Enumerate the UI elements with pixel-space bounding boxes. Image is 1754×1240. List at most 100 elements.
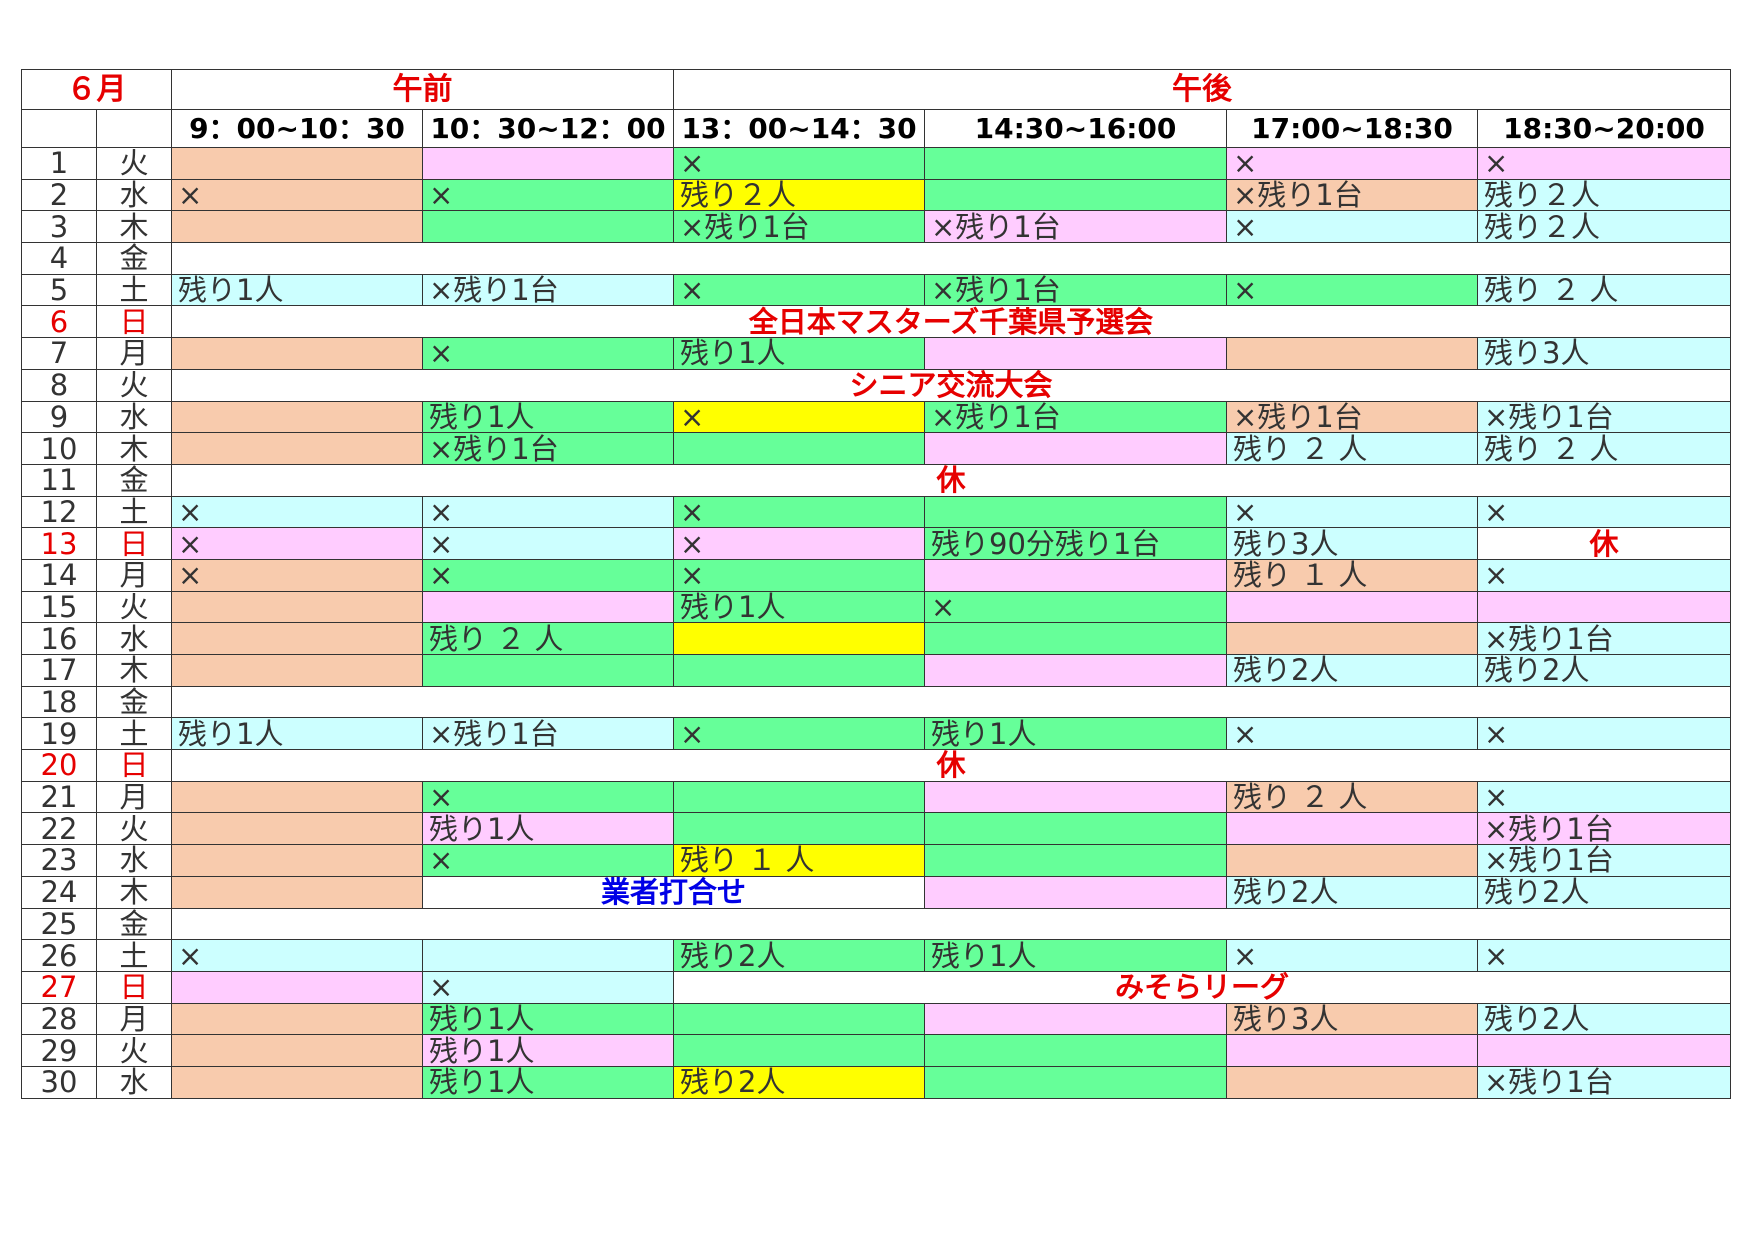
slot-cell <box>1477 1034 1731 1067</box>
slot-cell <box>924 875 1227 909</box>
slot-cell: × <box>1477 495 1731 529</box>
slot-cell: × <box>1226 939 1478 972</box>
day-row: 19 土残り1人 ×残り1台 × 残り1人 × × <box>21 717 1731 751</box>
blank-header-cell <box>96 109 172 148</box>
day-row: 24 木 業者打合せ 残り2人 残り2人 <box>21 875 1731 909</box>
morning-header: 午前 <box>171 69 674 110</box>
slot-cell <box>1226 590 1478 624</box>
day-event-banner <box>171 907 1731 941</box>
day-row: 8 火シニア交流大会 <box>21 368 1731 402</box>
day-row: 27 日 × みそらリーグ <box>21 970 1731 1004</box>
day-number: 22 <box>21 812 97 846</box>
slot-cell: ×残り1台 <box>673 210 925 244</box>
slot-cell <box>171 780 423 814</box>
day-number: 24 <box>21 875 97 909</box>
weekday: 金 <box>96 685 172 719</box>
slot-cell <box>171 1065 423 1099</box>
slot-cell <box>1477 590 1731 624</box>
slot-cell: × <box>422 558 674 592</box>
slot-cell <box>422 147 674 180</box>
day-row: 25 金 <box>21 907 1731 941</box>
weekday: 水 <box>96 622 172 655</box>
weekday: 水 <box>96 844 172 877</box>
day-number: 11 <box>21 463 97 497</box>
timeslot-header: 13：00~14：30 <box>673 109 925 148</box>
slot-cell: × <box>171 939 423 972</box>
slot-cell: ×残り1台 <box>1477 400 1731 434</box>
slot-cell: ×残り1台 <box>422 717 674 751</box>
day-number: 9 <box>21 400 97 434</box>
month-label: ６月 <box>21 69 172 110</box>
day-number: 7 <box>21 337 97 370</box>
slot-cell: ×残り1台 <box>924 273 1227 307</box>
weekday: 火 <box>96 590 172 624</box>
slot-cell: 残り1人 <box>422 812 674 846</box>
day-number: 15 <box>21 590 97 624</box>
reservation-schedule-table: ６月 午前 午後 9：00~10：30 10：30~12：00 13：00~14… <box>21 69 1731 1099</box>
slot-cell <box>673 780 925 814</box>
weekday: 金 <box>96 242 172 275</box>
slot-cell: ×残り1台 <box>1226 400 1478 434</box>
slot-cell <box>422 654 674 687</box>
day-row: 28 月 残り1人 残り3人 残り2人 <box>21 1002 1731 1036</box>
slot-cell: 残り ２ 人 <box>1477 432 1731 465</box>
slot-cell: × <box>171 527 423 560</box>
slot-cell: 残り2人 <box>1477 875 1731 909</box>
slot-cell: 残り２人 <box>1477 210 1731 244</box>
day-row: 14 月 × × × 残り １ 人 × <box>21 558 1731 592</box>
slot-cell <box>171 400 423 434</box>
day-event-banner: 全日本マスターズ千葉県予選会 <box>171 305 1731 339</box>
slot-cell: 残り3人 <box>1477 337 1731 370</box>
day-number: 28 <box>21 1002 97 1036</box>
day-event-banner <box>171 685 1731 719</box>
slot-cell <box>673 1002 925 1036</box>
weekday: 金 <box>96 907 172 941</box>
weekday: 土 <box>96 939 172 972</box>
slot-cell: 残り3人 <box>1226 1002 1478 1036</box>
slot-cell: × <box>673 400 925 434</box>
slot-cell: 残り1人 <box>422 1034 674 1067</box>
day-row: 9 水残り1人 × ×残り1台 ×残り1台 ×残り1台 <box>21 400 1731 434</box>
blank-header-cell <box>21 109 97 148</box>
slot-cell <box>924 1065 1227 1099</box>
slot-cell: ×残り1台 <box>1477 622 1731 655</box>
slot-cell: × <box>673 273 925 307</box>
slot-cell: 残り1人 <box>673 590 925 624</box>
slot-cell: × <box>422 527 674 560</box>
day-number: 26 <box>21 939 97 972</box>
slot-cell <box>1226 1034 1478 1067</box>
slot-cell <box>673 622 925 655</box>
day-row: 17 木 残り2人 残り2人 <box>21 654 1731 687</box>
slot-cell <box>422 939 674 972</box>
day-number: 21 <box>21 780 97 814</box>
slot-cell <box>171 337 423 370</box>
weekday: 木 <box>96 875 172 909</box>
slot-cell <box>924 147 1227 180</box>
slot-cell <box>171 970 423 1004</box>
weekday: 火 <box>96 147 172 180</box>
weekday: 日 <box>96 749 172 782</box>
weekday: 火 <box>96 812 172 846</box>
slot-cell: × <box>422 970 674 1004</box>
slot-cell: × <box>673 717 925 751</box>
slot-cell: 残り1人 <box>422 400 674 434</box>
day-number: 29 <box>21 1034 97 1067</box>
slot-cell <box>1226 844 1478 877</box>
slot-cell <box>924 780 1227 814</box>
slot-cell: 残り2人 <box>1477 1002 1731 1036</box>
slot-cell: 残り２人 <box>673 178 925 212</box>
slot-cell: × <box>673 147 925 180</box>
day-row: 1 火 × × × <box>21 147 1731 180</box>
weekday: 月 <box>96 1002 172 1036</box>
slot-cell: ×残り1台 <box>1226 178 1478 212</box>
slot-cell: 残り2人 <box>673 939 925 972</box>
slot-cell: 残り1人 <box>171 717 423 751</box>
slot-cell: × <box>1226 717 1478 751</box>
day-number: 14 <box>21 558 97 592</box>
slot-cell: × <box>673 558 925 592</box>
day-number: 25 <box>21 907 97 941</box>
slot-cell <box>171 432 423 465</box>
slot-cell: ×残り1台 <box>924 210 1227 244</box>
slot-cell <box>673 812 925 846</box>
